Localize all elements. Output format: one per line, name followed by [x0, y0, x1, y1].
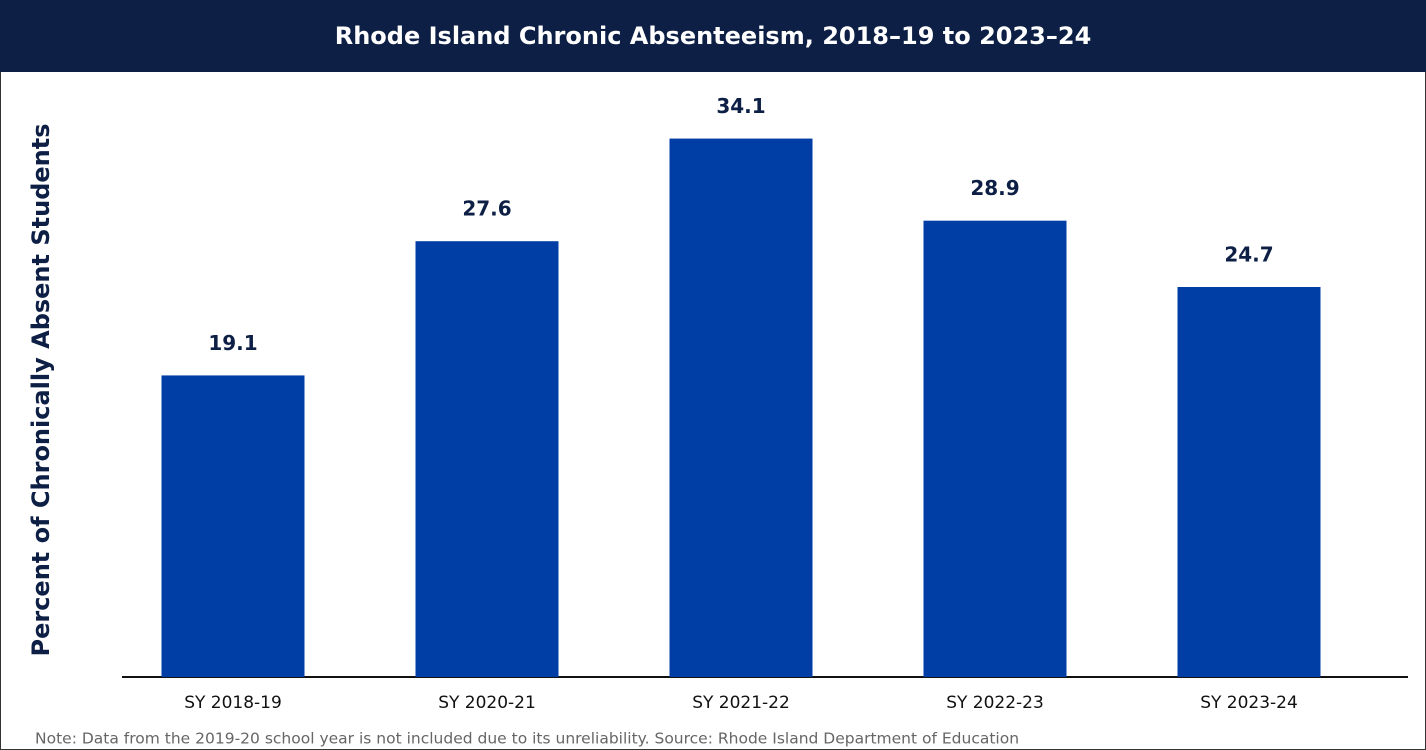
- x-tick-label: SY 2023-24: [1200, 693, 1298, 713]
- data-label: 28.9: [970, 176, 1019, 200]
- bar: [1177, 287, 1321, 677]
- y-axis-label: Percent of Chronically Absent Students: [27, 124, 55, 657]
- x-tick-label: SY 2020-21: [438, 693, 536, 713]
- bar: [415, 241, 559, 678]
- chart-title: Rhode Island Chronic Absenteeism, 2018–1…: [335, 22, 1092, 50]
- x-tick-label: SY 2022-23: [946, 693, 1044, 713]
- data-label: 19.1: [208, 331, 257, 355]
- x-tick-label: SY 2021-22: [692, 693, 790, 713]
- note: Note: Data from the 2019-20 school year …: [35, 730, 1019, 748]
- x-tick-label: SY 2018-19: [184, 693, 282, 713]
- bar: [923, 220, 1067, 677]
- data-label: 27.6: [462, 197, 511, 221]
- bar: [161, 375, 305, 677]
- data-label: 34.1: [716, 94, 765, 118]
- title-bar: [0, 0, 1426, 72]
- data-label: 24.7: [1224, 243, 1273, 267]
- bar: [669, 138, 813, 677]
